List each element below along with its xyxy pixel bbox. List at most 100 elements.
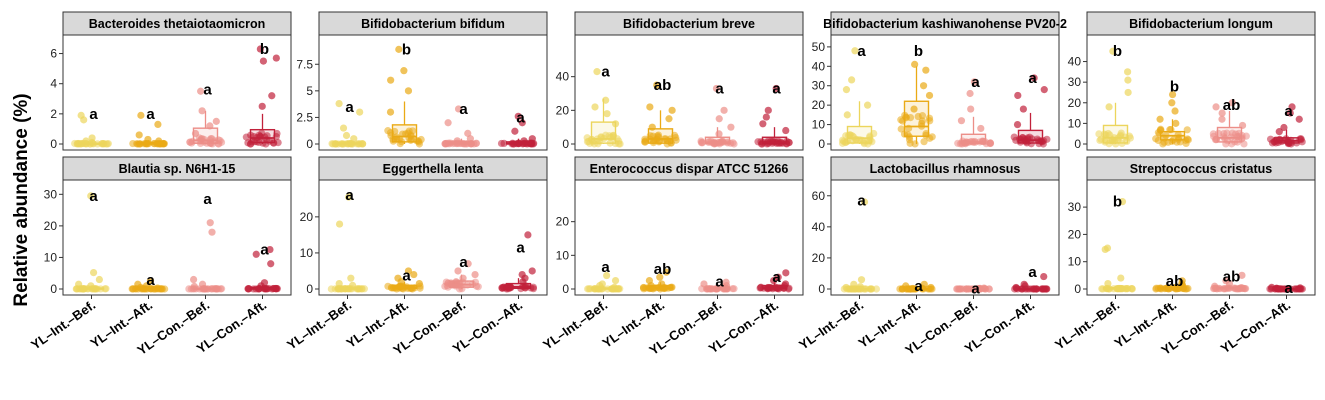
data-point bbox=[1238, 271, 1246, 279]
significance-letter: a bbox=[146, 272, 155, 289]
data-point bbox=[1105, 103, 1113, 111]
data-point bbox=[466, 135, 474, 143]
y-tick-label: 10 bbox=[300, 246, 314, 260]
significance-letter: a bbox=[857, 43, 866, 60]
data-point bbox=[1109, 47, 1117, 55]
facet-panel: Streptococcus cristatus 0 10 20 30 b YL–Int.–B… bbox=[1052, 156, 1316, 358]
data-point bbox=[272, 54, 280, 62]
jitter-point bbox=[129, 285, 137, 293]
significance-letter: a bbox=[516, 109, 525, 126]
jitter-point bbox=[730, 285, 738, 293]
y-tick-label: 10 bbox=[812, 118, 826, 132]
significance-letter: a bbox=[402, 267, 411, 284]
data-point bbox=[197, 87, 205, 95]
jitter-point bbox=[754, 138, 762, 146]
data-point bbox=[146, 277, 155, 285]
panel-frame bbox=[318, 34, 548, 151]
data-point bbox=[1118, 198, 1127, 206]
significance-letter: a bbox=[203, 82, 212, 99]
data-point bbox=[410, 270, 418, 279]
jitter-point bbox=[1232, 130, 1240, 138]
data-point bbox=[1019, 105, 1027, 113]
facet-title: Eggerthella lenta bbox=[383, 162, 485, 176]
jitter-point bbox=[405, 127, 413, 135]
jitter-point bbox=[271, 284, 280, 293]
significance-letter: a bbox=[459, 101, 468, 118]
jitter-point bbox=[129, 139, 137, 148]
jitter-point bbox=[605, 132, 613, 140]
significance-letter: b bbox=[260, 41, 269, 58]
data-point bbox=[1172, 119, 1180, 127]
y-tick-label: 20 bbox=[556, 103, 570, 117]
data-point bbox=[350, 135, 358, 143]
y-tick-label: 20 bbox=[812, 98, 826, 112]
y-tick-label: 40 bbox=[812, 59, 826, 73]
jitter-point bbox=[896, 285, 904, 293]
y-tick-label: 40 bbox=[812, 220, 826, 234]
data-point bbox=[967, 105, 975, 113]
jitter-point bbox=[441, 282, 449, 290]
data-point bbox=[1104, 279, 1112, 288]
data-point bbox=[1295, 115, 1303, 123]
data-point bbox=[404, 267, 413, 275]
y-tick-label: 10 bbox=[1068, 116, 1082, 130]
data-point bbox=[1171, 107, 1179, 115]
panel-frame bbox=[574, 34, 804, 151]
data-point bbox=[665, 115, 673, 123]
jitter-point bbox=[986, 139, 994, 147]
data-point bbox=[387, 76, 395, 84]
data-point bbox=[342, 131, 351, 140]
jitter-point bbox=[1209, 130, 1217, 138]
x-group-label: YL–Int.–Bef. bbox=[284, 297, 354, 352]
facet-panel: Bifidobacterium breve 0 20 40 a ab a a bbox=[556, 11, 804, 151]
facet-panel: Bifidobacterium kashiwanohense PV20-2 0 10… bbox=[812, 11, 1067, 151]
data-point bbox=[454, 105, 463, 113]
y-tick-label: 0 bbox=[306, 282, 313, 296]
data-point bbox=[1013, 120, 1022, 129]
data-point bbox=[464, 260, 472, 268]
panel-frame bbox=[62, 179, 292, 296]
jitter-point bbox=[697, 137, 705, 145]
data-point bbox=[850, 280, 858, 288]
facet-title: Lactobacillus rhamnosus bbox=[870, 162, 1021, 176]
data-point bbox=[1212, 103, 1220, 111]
data-point bbox=[925, 91, 934, 100]
data-point bbox=[268, 92, 276, 100]
x-group-label: YL–Int.–Bef. bbox=[1052, 297, 1122, 352]
data-point bbox=[843, 111, 851, 119]
significance-letter: a bbox=[1284, 280, 1293, 297]
data-point bbox=[646, 103, 654, 111]
data-point bbox=[851, 47, 859, 55]
facet-title: Enterococcus dispar ATCC 51266 bbox=[590, 162, 789, 176]
significance-letter: a bbox=[772, 269, 781, 286]
jitter-point bbox=[920, 138, 928, 146]
jitter-point bbox=[357, 140, 365, 148]
y-tick-label: 0 bbox=[50, 137, 57, 151]
data-point bbox=[208, 228, 216, 236]
significance-letter: a bbox=[516, 240, 525, 257]
significance-letter: ab bbox=[1223, 269, 1241, 286]
data-point bbox=[764, 106, 772, 114]
data-point bbox=[857, 276, 866, 284]
data-point bbox=[842, 86, 851, 94]
x-group-label: YL–Int.–Bef. bbox=[540, 297, 610, 352]
panel-frame bbox=[830, 179, 1060, 296]
data-point bbox=[415, 279, 423, 288]
data-point bbox=[258, 102, 266, 110]
significance-letter: a bbox=[89, 188, 98, 205]
data-point bbox=[524, 231, 532, 239]
jitter-point bbox=[583, 134, 591, 142]
panel-frame bbox=[62, 34, 292, 151]
significance-letter: b bbox=[1170, 78, 1179, 95]
data-point bbox=[1040, 272, 1048, 281]
significance-letter: a bbox=[914, 278, 923, 295]
data-point bbox=[910, 105, 918, 113]
y-tick-label: 20 bbox=[300, 210, 314, 224]
data-point bbox=[977, 124, 985, 133]
data-point bbox=[198, 107, 206, 115]
data-point bbox=[1124, 76, 1132, 84]
data-point bbox=[335, 220, 344, 228]
data-point bbox=[970, 78, 978, 86]
data-point bbox=[848, 76, 856, 84]
